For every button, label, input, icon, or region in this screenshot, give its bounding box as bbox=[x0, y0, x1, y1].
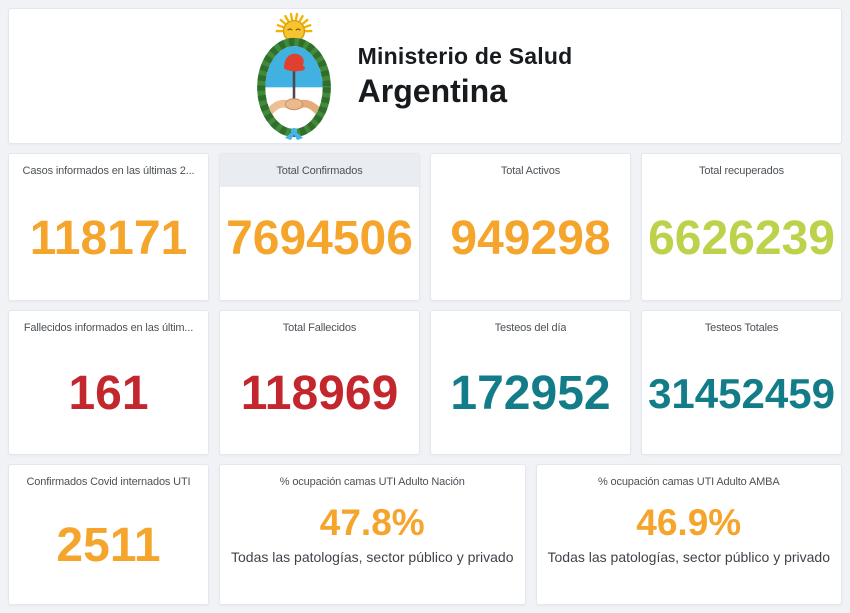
stat-value: 31452459 bbox=[648, 369, 835, 417]
stat-card-testeos-del-dia[interactable]: Testeos del día 172952 bbox=[430, 310, 631, 455]
stat-value: 118171 bbox=[29, 211, 188, 265]
stat-card-total-confirmados[interactable]: Total Confirmados 7694506 bbox=[219, 153, 420, 301]
stat-card-header: Casos informados en las últimas 2... bbox=[9, 154, 208, 187]
stat-card-testeos-totales[interactable]: Testeos Totales 31452459 bbox=[641, 310, 842, 455]
stat-card-total-activos[interactable]: Total Activos 949298 bbox=[430, 153, 631, 301]
stat-card-title: Fallecidos informados en las últim... bbox=[23, 321, 194, 334]
country-title: Argentina bbox=[357, 72, 507, 109]
stat-card-title: Confirmados Covid internados UTI bbox=[26, 475, 191, 488]
stat-card-header: Testeos Totales bbox=[642, 311, 841, 344]
stat-card-title: % ocupación camas UTI Adulto AMBA bbox=[597, 475, 780, 488]
stat-value: 161 bbox=[68, 367, 149, 421]
argentina-coat-of-arms-icon bbox=[256, 12, 331, 140]
stat-card-title: Total Activos bbox=[500, 164, 561, 177]
stat-card-title: Total recuperados bbox=[699, 164, 784, 177]
stats-row-2: Fallecidos informados en las últim... 16… bbox=[8, 310, 842, 455]
stat-value: 7694506 bbox=[226, 211, 413, 265]
stat-card-header: Fallecidos informados en las últim... bbox=[9, 311, 208, 344]
stat-value: 949298 bbox=[450, 211, 611, 265]
brand-text: Ministerio de Salud Argentina bbox=[358, 43, 573, 110]
stat-card-header-highlighted: Total Confirmados bbox=[220, 154, 419, 187]
stat-card-header: Total Fallecidos bbox=[220, 311, 419, 344]
stat-value: 6626239 bbox=[648, 211, 835, 265]
brand: Ministerio de Salud Argentina bbox=[244, 12, 573, 141]
stat-value: 172952 bbox=[450, 367, 611, 421]
stat-card-header: Total recuperados bbox=[642, 154, 841, 187]
header-panel: Ministerio de Salud Argentina bbox=[8, 8, 842, 144]
stat-card-title: Total Confirmados bbox=[276, 164, 363, 177]
stat-card-title: Casos informados en las últimas 2... bbox=[22, 164, 195, 177]
stat-card-total-recuperados[interactable]: Total recuperados 6626239 bbox=[641, 153, 842, 301]
stat-card-header: Testeos del día bbox=[431, 311, 630, 344]
stat-card-header: % ocupación camas UTI Adulto Nación bbox=[220, 465, 525, 498]
stat-card-fallecidos-ultimas-24h[interactable]: Fallecidos informados en las últim... 16… bbox=[8, 310, 209, 455]
ministry-title: Ministerio de Salud bbox=[357, 42, 573, 69]
stat-value: 118969 bbox=[240, 367, 399, 421]
stat-value: 2511 bbox=[56, 519, 161, 573]
stat-card-casos-ultimas-24h[interactable]: Casos informados en las últimas 2... 118… bbox=[8, 153, 209, 301]
stat-card-ocupacion-uti-amba[interactable]: % ocupación camas UTI Adulto AMBA 46.9% … bbox=[535, 464, 842, 605]
stats-row-1: Casos informados en las últimas 2... 118… bbox=[8, 153, 842, 301]
stat-card-confirmados-uti[interactable]: Confirmados Covid internados UTI 2511 bbox=[8, 464, 209, 605]
stat-card-total-fallecidos[interactable]: Total Fallecidos 118969 bbox=[219, 310, 420, 455]
stat-value: 47.8% bbox=[319, 502, 425, 543]
stat-card-title: % ocupación camas UTI Adulto Nación bbox=[279, 475, 465, 488]
stats-row-3: Confirmados Covid internados UTI 2511 % … bbox=[8, 464, 842, 605]
stat-card-title: Testeos Totales bbox=[704, 321, 779, 334]
stat-card-header: Total Activos bbox=[431, 154, 630, 187]
stat-card-ocupacion-uti-nacion[interactable]: % ocupación camas UTI Adulto Nación 47.8… bbox=[219, 464, 526, 605]
stat-subtitle: Todas las patologías, sector público y p… bbox=[231, 548, 514, 565]
stat-subtitle: Todas las patologías, sector público y p… bbox=[547, 548, 831, 565]
stat-card-title: Testeos del día bbox=[494, 321, 567, 334]
stat-card-title: Total Fallecidos bbox=[282, 321, 357, 334]
stat-card-header: Confirmados Covid internados UTI bbox=[9, 465, 208, 498]
stat-value: 46.9% bbox=[636, 502, 742, 543]
stat-card-header: % ocupación camas UTI Adulto AMBA bbox=[537, 465, 842, 498]
